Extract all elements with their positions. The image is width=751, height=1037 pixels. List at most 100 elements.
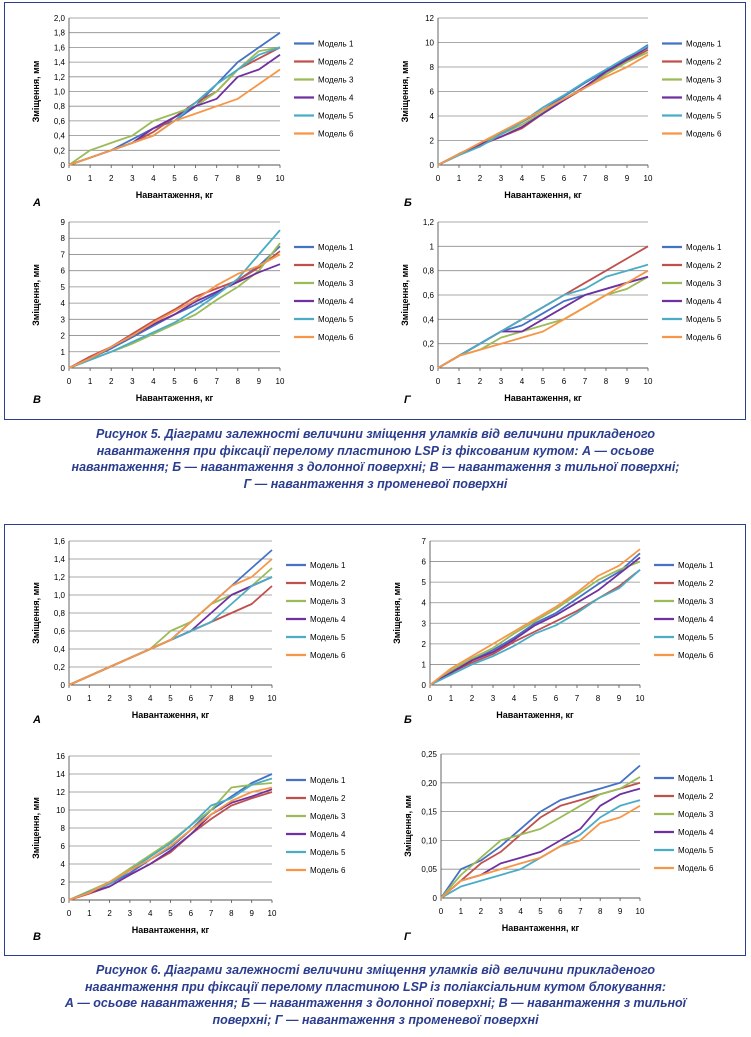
legend-label: Модель 1	[686, 243, 722, 252]
x-tick-label: 9	[257, 174, 262, 183]
y-axis-title: Зміщення, мм	[31, 264, 41, 326]
legend-label: Модель 4	[686, 94, 722, 103]
x-tick-label: 0	[67, 377, 72, 386]
x-tick-label: 2	[478, 377, 483, 386]
legend-label: Модель 2	[678, 579, 714, 588]
y-tick-label: 0,6	[54, 627, 66, 636]
figure-6-caption: Рисунок 6. Діаграми залежності величини …	[10, 962, 741, 1028]
x-tick-label: 4	[151, 174, 156, 183]
x-tick-label: 7	[214, 174, 219, 183]
figure-5-frame	[4, 2, 746, 420]
x-tick-label: 3	[499, 174, 504, 183]
y-tick-label: 0,6	[423, 291, 435, 300]
legend-label: Модель 2	[686, 58, 722, 67]
x-tick-label: 0	[439, 907, 444, 916]
y-tick-label: 12	[425, 14, 434, 23]
series-line-4	[429, 556, 641, 686]
x-tick-label: 0	[436, 174, 441, 183]
x-tick-label: 4	[151, 377, 156, 386]
caption-line: Г — навантаження з променевої поверхні	[243, 476, 508, 491]
x-tick-label: 7	[583, 377, 588, 386]
x-tick-label: 7	[583, 174, 588, 183]
legend-label: Модель 2	[310, 579, 346, 588]
x-tick-label: 8	[236, 377, 241, 386]
y-tick-label: 4	[61, 299, 66, 308]
y-tick-label: 2	[430, 137, 435, 146]
x-tick-label: 6	[193, 174, 198, 183]
y-tick-label: 16	[56, 752, 65, 761]
caption-line: навантаження при фіксації перелому пласт…	[96, 443, 655, 458]
legend-label: Модель 5	[318, 315, 354, 324]
series-line-2	[68, 585, 273, 686]
y-axis-title: Зміщення, мм	[403, 795, 413, 857]
y-axis-title: Зміщення, мм	[31, 797, 41, 859]
y-tick-label: 0,2	[423, 340, 435, 349]
panel-letter: Г	[404, 931, 412, 943]
series-line-1	[68, 31, 281, 166]
y-tick-label: 0,20	[421, 779, 437, 788]
chart-panel-2: 0 1 2 3 4 5 6 7 8 9 0 1 2 3 4 5 6 7 8 9 10 Навантаження, кг Зм…	[31, 218, 354, 406]
panel-letter: В	[33, 394, 41, 406]
panel-letter: Г	[404, 394, 412, 406]
legend-label: Модель 3	[318, 76, 354, 85]
y-tick-label: 9	[61, 218, 66, 227]
x-tick-label: 6	[562, 377, 567, 386]
y-tick-label: 0,25	[421, 750, 437, 759]
x-tick-label: 5	[168, 694, 173, 703]
caption-line: А — осьове навантаження; Б — навантаженн…	[64, 996, 687, 1010]
series-line-5	[437, 45, 649, 166]
series-line-6	[437, 54, 649, 166]
y-tick-label: 1	[422, 660, 427, 669]
legend-label: Модель 3	[678, 597, 714, 606]
y-axis-title: Зміщення, мм	[400, 264, 410, 326]
x-tick-label: 6	[562, 174, 567, 183]
panel-letter: А	[32, 714, 41, 726]
x-tick-label: 7	[209, 694, 214, 703]
y-tick-label: 12	[56, 788, 65, 797]
x-tick-label: 5	[172, 174, 177, 183]
x-tick-label: 2	[107, 909, 112, 918]
panel-letter: Б	[404, 197, 412, 209]
caption-line: поверхні; Г — навантаження з променевої …	[212, 1012, 539, 1027]
series-line-4	[440, 787, 641, 899]
x-tick-label: 6	[189, 694, 194, 703]
y-tick-label: 0,6	[54, 117, 66, 126]
y-tick-label: 3	[61, 315, 66, 324]
legend-label: Модель 6	[318, 130, 354, 139]
x-tick-label: 3	[128, 694, 133, 703]
x-tick-label: 5	[533, 694, 538, 703]
legend-label: Модель 6	[686, 130, 722, 139]
x-tick-label: 9	[249, 909, 254, 918]
y-tick-label: 4	[61, 860, 66, 869]
x-tick-label: 8	[604, 174, 609, 183]
y-tick-label: 0,2	[54, 663, 66, 672]
x-tick-label: 2	[479, 907, 484, 916]
x-axis-title: Навантаження, кг	[502, 923, 580, 933]
series-line-2	[429, 569, 641, 686]
y-tick-label: 8	[61, 234, 66, 243]
legend-label: Модель 2	[678, 792, 714, 801]
x-tick-label: 1	[88, 174, 93, 183]
y-tick-label: 3	[422, 619, 427, 628]
x-tick-label: 10	[276, 377, 285, 386]
y-tick-label: 2	[61, 332, 66, 341]
x-tick-label: 6	[554, 694, 559, 703]
caption-line: Рисунок 6. Діаграми залежності величини …	[96, 963, 655, 977]
legend-label: Модель 3	[686, 279, 722, 288]
legend-label: Модель 6	[310, 866, 346, 875]
caption-line: Рисунок 5. Діаграми залежності величини …	[96, 427, 655, 441]
panel-letter: Б	[404, 714, 412, 726]
legend-label: Модель 1	[686, 40, 722, 49]
series-line-6	[68, 558, 273, 686]
y-tick-label: 6	[422, 558, 427, 567]
y-tick-label: 0	[61, 896, 66, 905]
chart-panel-4: 0 0,2 0,4 0,6 0,8 1,0 1,2 1,4 1,6 0 1 2 3 4 5 6 7 8 9 10 Нав…	[31, 537, 346, 726]
y-tick-label: 0	[430, 364, 435, 373]
legend-label: Модель 3	[686, 76, 722, 85]
x-tick-label: 8	[596, 694, 601, 703]
y-tick-label: 7	[61, 250, 66, 259]
y-axis-title: Зміщення, мм	[392, 582, 402, 644]
series-line-6	[437, 269, 649, 369]
legend-label: Модель 2	[310, 794, 346, 803]
